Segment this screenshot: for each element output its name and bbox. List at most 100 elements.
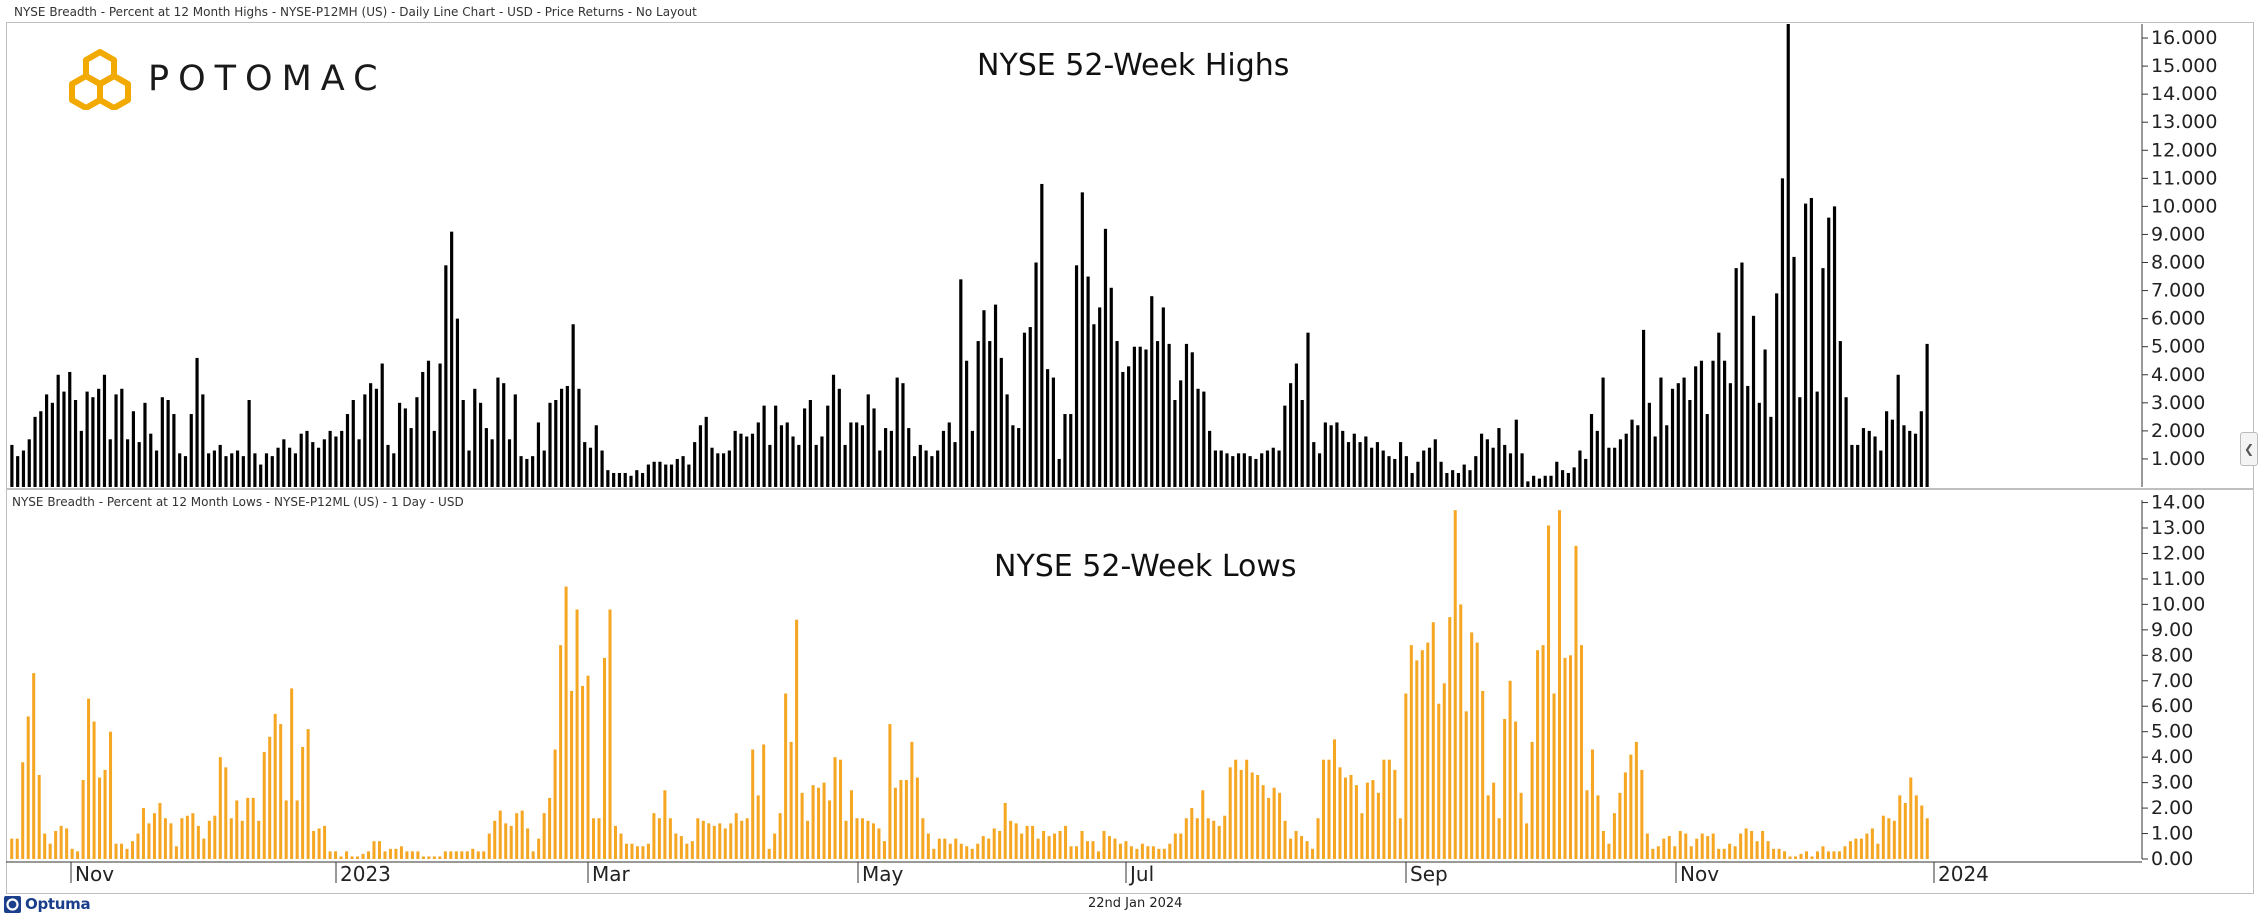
- lows-bar: [1393, 769, 1397, 859]
- highs-bar: [1549, 475, 1553, 487]
- lows-bar: [1503, 718, 1507, 859]
- highs-bar: [1069, 414, 1073, 487]
- lows-bar: [954, 838, 958, 859]
- lows-bar: [970, 848, 974, 859]
- highs-bar: [878, 450, 882, 487]
- highs-bar: [120, 388, 124, 487]
- lows-bar: [372, 841, 376, 859]
- highs-bar: [583, 442, 587, 487]
- lows-bar: [1744, 828, 1748, 859]
- highs-bar: [1005, 394, 1009, 487]
- highs-bar: [1682, 377, 1686, 487]
- highs-bar: [1086, 276, 1090, 487]
- lows-bar: [723, 828, 727, 859]
- lows-bar: [537, 838, 541, 859]
- highs-bar: [1358, 442, 1362, 487]
- lows-bar: [1739, 833, 1743, 859]
- highs-bar: [1769, 416, 1773, 487]
- highs-bar: [461, 400, 465, 487]
- highs-bar: [1022, 332, 1027, 487]
- highs-bar: [733, 430, 737, 487]
- lows-bar: [981, 836, 985, 859]
- highs-bar: [1636, 425, 1640, 487]
- highs-bar: [1410, 472, 1414, 487]
- lows-bar: [141, 808, 145, 859]
- highs-bar: [322, 439, 326, 487]
- highs-bar: [467, 450, 471, 487]
- highs-bar: [1046, 369, 1050, 487]
- highs-bar: [1341, 430, 1345, 487]
- panel-expand-arrow[interactable]: ❮: [2240, 432, 2258, 466]
- highs-bar: [1885, 411, 1889, 487]
- highs-bar: [831, 374, 836, 487]
- highs-bar: [1300, 400, 1304, 487]
- lows-bar: [1239, 769, 1243, 859]
- lows-bar: [553, 749, 557, 859]
- lows-bar: [312, 830, 316, 859]
- lows-bar: [421, 856, 425, 859]
- lows-bar: [685, 843, 689, 859]
- lows-y-tick-label: 11.00: [2151, 568, 2205, 590]
- highs-bar: [1618, 439, 1623, 487]
- lows-bar: [1217, 825, 1221, 859]
- highs-bar: [1051, 377, 1055, 487]
- lows-bar: [1459, 604, 1463, 859]
- optuma-logo: Optuma: [3, 894, 91, 914]
- highs-bar: [108, 439, 112, 487]
- lows-bar: [1920, 805, 1924, 859]
- highs-bar: [1346, 442, 1351, 487]
- lows-bar: [1162, 848, 1166, 859]
- highs-bar: [1132, 346, 1136, 487]
- highs-bar: [143, 402, 147, 487]
- highs-bar: [1098, 307, 1102, 487]
- highs-bar: [45, 394, 49, 487]
- lows-bar: [1596, 795, 1600, 859]
- lows-bar: [1140, 843, 1144, 859]
- lows-bar: [1481, 690, 1485, 859]
- lows-bar: [1289, 838, 1293, 859]
- lows-bar: [613, 825, 617, 859]
- highs-bar: [154, 450, 159, 487]
- highs-bar: [1485, 439, 1489, 487]
- lows-bar: [992, 828, 996, 859]
- lows-bar: [745, 818, 749, 859]
- lows-bar: [795, 619, 799, 859]
- highs-bar: [1717, 332, 1721, 487]
- lows-bar: [871, 823, 875, 859]
- lows-bar: [1448, 617, 1452, 859]
- highs-bar: [450, 231, 454, 487]
- lows-bar: [1706, 836, 1710, 859]
- lows-bar: [1799, 853, 1803, 859]
- highs-bar: [785, 422, 789, 487]
- lows-bar: [1064, 825, 1068, 859]
- lows-bar: [147, 823, 151, 859]
- highs-bar: [1289, 383, 1293, 487]
- lows-bar: [284, 800, 288, 859]
- lows-bar: [1442, 683, 1446, 859]
- x-tick-label: 2023: [340, 862, 391, 886]
- highs-bar: [10, 444, 14, 487]
- highs-bar: [160, 397, 164, 487]
- lows-bar: [932, 848, 936, 859]
- lows-bar: [482, 851, 486, 859]
- highs-bar: [542, 450, 546, 487]
- highs-bar: [779, 425, 784, 487]
- highs-bar: [675, 458, 679, 487]
- highs-y-tick-label: 13.000: [2151, 111, 2217, 133]
- highs-bar: [102, 374, 107, 487]
- highs-bar: [1595, 430, 1599, 487]
- lows-bar: [1585, 790, 1589, 859]
- lows-bar: [1272, 787, 1276, 859]
- potomac-logo: POTOMAC: [68, 48, 387, 110]
- highs-bar: [264, 453, 269, 487]
- lows-bar: [893, 787, 897, 859]
- highs-bar: [201, 394, 205, 487]
- highs-bar: [912, 456, 917, 487]
- highs-y-tick-label: 5.000: [2151, 336, 2205, 358]
- highs-bar: [1312, 442, 1316, 487]
- highs-bar: [1566, 472, 1570, 487]
- highs-bar: [1398, 442, 1403, 487]
- lows-bar: [1508, 680, 1512, 859]
- highs-bar: [988, 341, 992, 487]
